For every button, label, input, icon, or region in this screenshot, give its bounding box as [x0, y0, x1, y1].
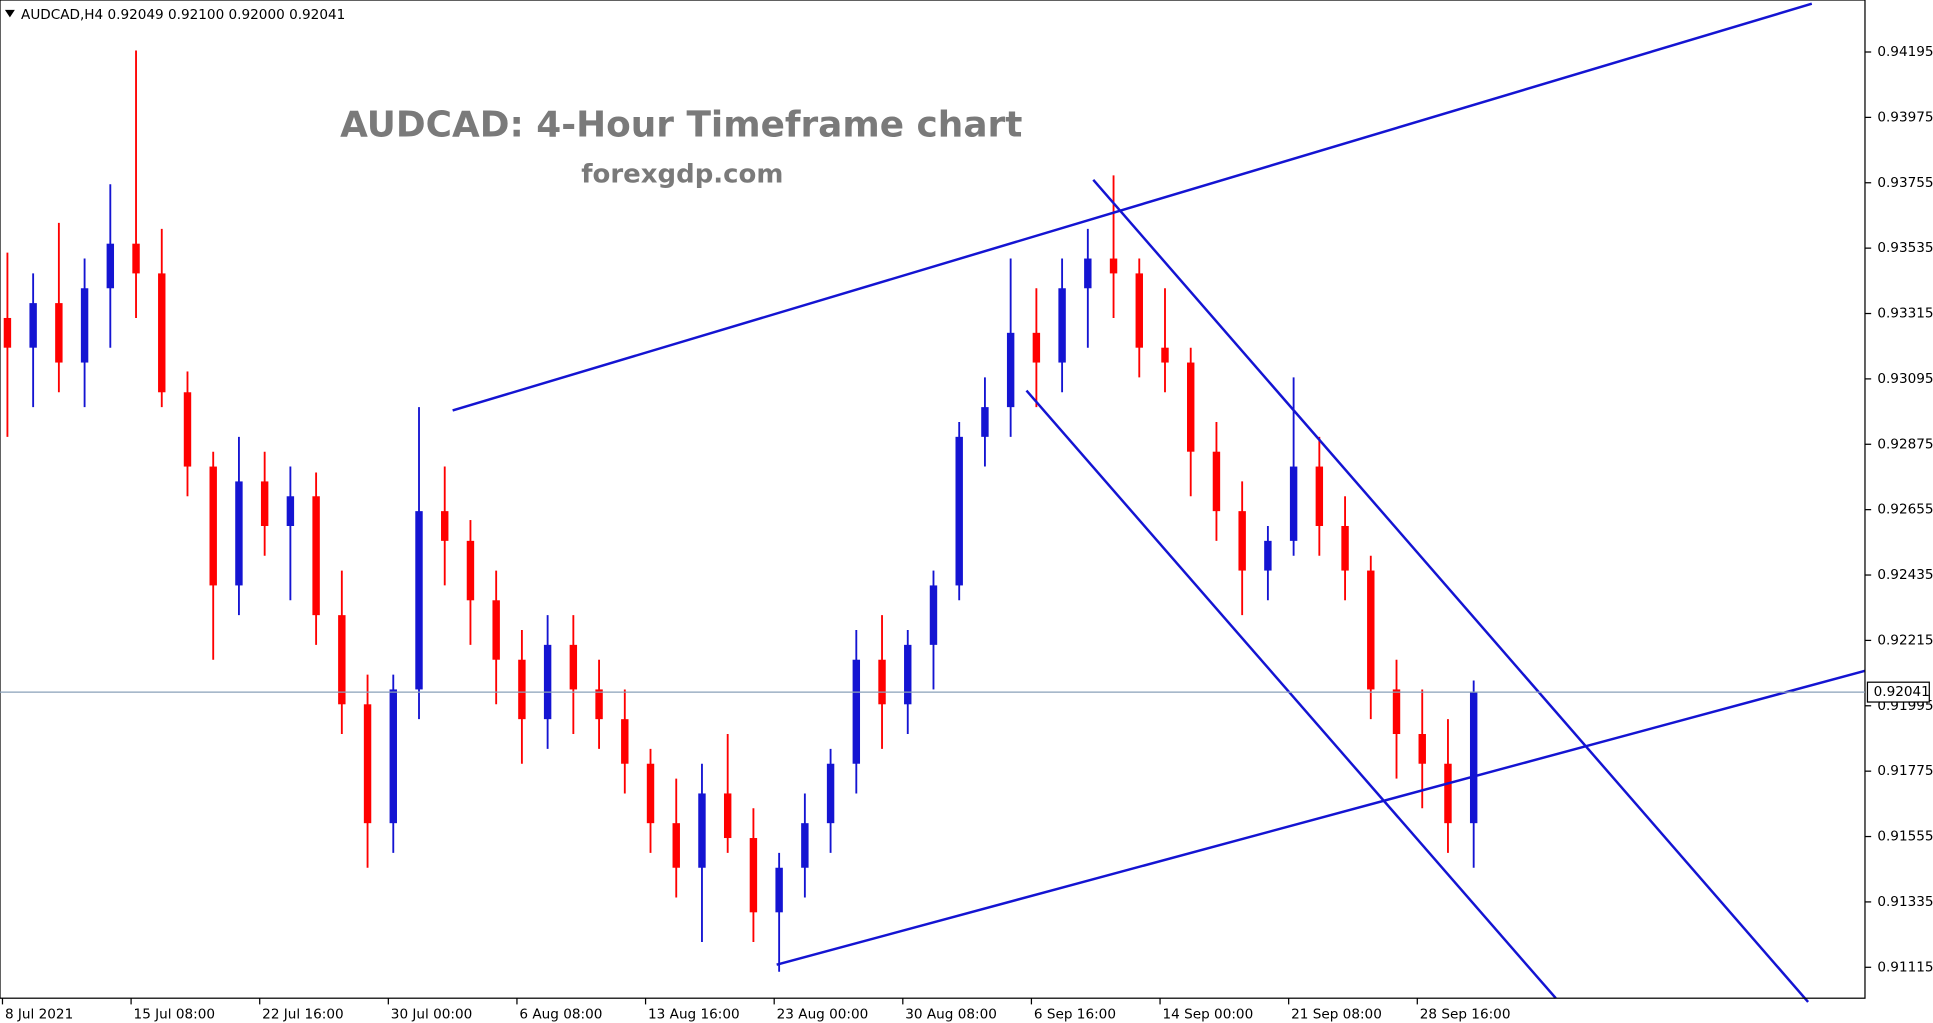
candle-body: [29, 303, 37, 348]
x-tick-label: 6 Aug 08:00: [519, 1006, 602, 1022]
y-tick-label: 0.91335: [1877, 894, 1933, 910]
y-tick-label: 0.92875: [1877, 436, 1933, 452]
candle-body: [106, 243, 115, 289]
x-tick-label: 28 Sep 16:00: [1420, 1006, 1511, 1022]
y-tick-label: 0.91555: [1877, 829, 1933, 845]
candle-body: [852, 659, 861, 764]
candle-body: [312, 496, 320, 616]
candle-body: [646, 763, 655, 824]
candle-body: [569, 644, 578, 690]
candle-body: [672, 823, 680, 868]
candle-body: [1418, 734, 1426, 764]
candle-body: [698, 793, 706, 868]
candle-body: [1469, 692, 1478, 824]
candle-body: [1315, 466, 1324, 526]
candle-body: [466, 540, 475, 601]
candle-body: [415, 511, 423, 690]
y-tick-label: 0.92435: [1877, 567, 1933, 583]
y-tick-label: 0.94195: [1877, 44, 1933, 60]
candle-body: [1212, 451, 1221, 512]
candle-body: [1187, 362, 1195, 452]
y-tick-label: 0.93535: [1877, 240, 1933, 256]
candle-body: [775, 867, 783, 913]
candle-body: [826, 763, 835, 824]
x-tick-label: 21 Sep 08:00: [1291, 1006, 1382, 1022]
candle-body: [723, 793, 732, 839]
candle-body: [209, 466, 217, 586]
candle-body: [749, 838, 758, 913]
y-tick-label: 0.93095: [1877, 371, 1933, 387]
candle-body: [235, 481, 243, 586]
candle-body: [338, 615, 346, 705]
candle-body: [518, 659, 526, 720]
candle-body: [1084, 258, 1092, 289]
candle-body: [3, 317, 12, 348]
candle-body: [878, 659, 886, 705]
chart-title: AUDCAD: 4-Hour Timeframe chart: [340, 104, 1022, 145]
symbol-header: AUDCAD,H4 0.92049 0.92100 0.92000 0.9204…: [21, 7, 345, 23]
candle-body: [492, 600, 500, 660]
candle-body: [132, 243, 140, 274]
candle-body: [929, 585, 938, 645]
candle-body: [1006, 332, 1015, 408]
x-tick-label: 13 Aug 16:00: [648, 1006, 740, 1022]
candle-body: [1341, 525, 1349, 571]
candle-body: [981, 407, 989, 437]
last-price-box: [1866, 681, 1930, 703]
y-tick-label: 0.92215: [1877, 632, 1933, 648]
last-price-label: 0.92041: [1874, 684, 1930, 700]
candle-body: [1444, 763, 1452, 824]
candle-body: [1238, 511, 1246, 571]
candle-body: [441, 511, 449, 541]
y-tick-label: 0.92655: [1877, 502, 1933, 518]
x-tick-label: 30 Aug 08:00: [905, 1006, 997, 1022]
trend-line: [1025, 389, 1557, 1000]
candle-body: [158, 273, 166, 393]
candle-body: [801, 823, 809, 868]
y-tick-label: 0.91115: [1877, 959, 1933, 975]
x-tick-label: 23 Aug 00:00: [777, 1006, 869, 1022]
candle-body: [595, 689, 603, 720]
x-tick-label: 14 Sep 00:00: [1163, 1006, 1254, 1022]
candle-body: [1161, 347, 1169, 363]
candle-body: [1367, 570, 1375, 690]
candle-body: [286, 496, 295, 526]
candle-body: [183, 392, 192, 467]
menu-arrow: [4, 9, 15, 18]
candle-body: [80, 288, 89, 363]
x-tick-label: 8 Jul 2021: [5, 1006, 73, 1022]
candle-body: [1392, 689, 1401, 735]
y-tick-label: 0.93315: [1877, 306, 1933, 322]
candle-body: [1109, 258, 1118, 274]
trend-line: [452, 2, 1813, 412]
candle-body: [55, 303, 63, 363]
y-tick-label: 0.91775: [1877, 763, 1933, 779]
candle-body: [1289, 466, 1298, 541]
candle-body: [1135, 273, 1143, 348]
x-tick-label: 6 Sep 16:00: [1034, 1006, 1116, 1022]
candle-body: [955, 436, 963, 586]
candle-body: [1032, 332, 1041, 363]
x-tick-label: 22 Jul 16:00: [262, 1006, 344, 1022]
candle-body: [904, 644, 912, 705]
candle-body: [1058, 288, 1066, 363]
candle-body: [621, 719, 629, 764]
y-tick-label: 0.93975: [1877, 109, 1933, 125]
x-tick-label: 30 Jul 00:00: [391, 1006, 473, 1022]
plot-border: [0, 0, 1866, 999]
trend-lines: [452, 2, 1866, 1003]
trend-line: [1092, 178, 1810, 1003]
plot: [3, 50, 1478, 972]
candle-body: [543, 644, 552, 720]
chart-subtitle: forexgdp.com: [581, 159, 783, 189]
x-tick-label: 15 Jul 08:00: [134, 1006, 216, 1022]
candle-body: [1264, 540, 1272, 571]
trend-line: [776, 669, 1866, 966]
candle-body: [260, 481, 269, 526]
candle-body: [389, 689, 397, 824]
candle-body: [363, 704, 372, 824]
y-tick-label: 0.93755: [1877, 175, 1933, 191]
